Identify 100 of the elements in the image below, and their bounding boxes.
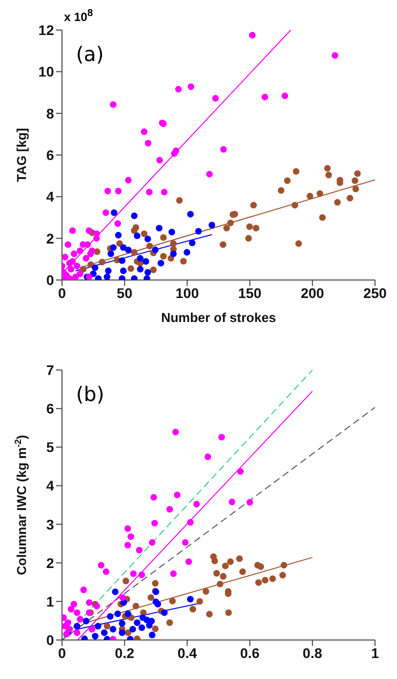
point xyxy=(148,594,154,601)
point xyxy=(86,599,93,606)
y-tick-label: 0 xyxy=(46,632,54,648)
y-tick-label: 2 xyxy=(46,554,54,571)
point xyxy=(68,266,74,272)
point xyxy=(284,177,291,184)
y-tick-label: 5 xyxy=(46,439,54,456)
point xyxy=(187,596,194,602)
point xyxy=(136,546,143,554)
x-tick-label: 100 xyxy=(176,284,200,301)
point xyxy=(187,519,194,526)
point xyxy=(125,176,132,184)
point xyxy=(114,610,122,618)
point xyxy=(152,626,159,632)
point xyxy=(138,572,146,578)
point xyxy=(190,606,196,612)
point xyxy=(104,188,111,194)
point xyxy=(184,248,190,256)
point xyxy=(193,500,200,508)
point xyxy=(94,622,102,630)
point xyxy=(129,626,136,632)
point xyxy=(237,468,244,475)
point xyxy=(144,236,152,242)
point xyxy=(115,232,122,239)
x-tick-label: 0.4 xyxy=(177,644,198,661)
point xyxy=(334,198,341,206)
point xyxy=(122,578,130,584)
point xyxy=(223,224,230,232)
point xyxy=(136,266,144,272)
y-tick-label: 1 xyxy=(46,593,54,610)
point xyxy=(292,168,300,175)
point xyxy=(104,274,110,280)
point xyxy=(93,230,100,238)
point xyxy=(92,264,98,272)
point xyxy=(138,624,146,631)
point xyxy=(325,172,332,178)
point xyxy=(332,52,338,59)
point xyxy=(195,228,202,235)
point xyxy=(180,258,187,265)
y-tick-label: 7 xyxy=(46,362,54,378)
point xyxy=(324,165,331,172)
point xyxy=(295,240,302,247)
point xyxy=(160,252,167,260)
point xyxy=(69,258,76,265)
point xyxy=(292,202,298,209)
point xyxy=(110,209,118,216)
point xyxy=(206,170,213,178)
point xyxy=(102,568,110,576)
x-tick-label: 50 xyxy=(116,284,133,301)
point xyxy=(227,558,234,565)
y-tick-label: 2 xyxy=(46,230,54,246)
point xyxy=(211,558,218,564)
point xyxy=(132,602,140,610)
point xyxy=(262,94,268,100)
point xyxy=(142,258,150,265)
point xyxy=(64,241,72,248)
point xyxy=(136,255,144,262)
point xyxy=(187,210,194,218)
point xyxy=(246,499,254,506)
point xyxy=(182,539,189,546)
point xyxy=(188,83,194,90)
point xyxy=(168,228,176,236)
x-tick-label: 250 xyxy=(363,284,387,301)
y-tick-label: 8 xyxy=(46,105,54,122)
point xyxy=(257,563,264,570)
point xyxy=(76,248,84,254)
point xyxy=(86,227,92,234)
point xyxy=(352,177,358,184)
point xyxy=(280,562,288,568)
point xyxy=(175,86,182,92)
y-tick-label: 6 xyxy=(46,400,54,417)
point xyxy=(170,250,177,258)
point xyxy=(279,572,286,578)
point xyxy=(220,573,226,580)
x-tick-label: 1 xyxy=(371,644,380,661)
point xyxy=(110,244,117,251)
point xyxy=(118,620,126,627)
point xyxy=(76,616,84,622)
x-axis-title: Number of strokes xyxy=(161,310,276,325)
point xyxy=(100,629,108,636)
point xyxy=(140,230,148,238)
point xyxy=(88,626,96,632)
point xyxy=(114,220,122,227)
point xyxy=(64,619,72,626)
point xyxy=(170,570,177,577)
point xyxy=(246,223,253,230)
point xyxy=(160,234,167,241)
point xyxy=(74,629,80,636)
point xyxy=(82,255,90,262)
point xyxy=(115,188,122,194)
y-tick-label: 12 xyxy=(38,22,54,38)
point xyxy=(124,629,132,636)
point xyxy=(220,241,226,248)
point xyxy=(98,562,104,568)
point xyxy=(74,609,80,616)
point xyxy=(202,588,210,595)
point xyxy=(156,224,162,232)
point xyxy=(66,626,73,632)
point xyxy=(98,258,106,266)
point xyxy=(227,220,234,226)
